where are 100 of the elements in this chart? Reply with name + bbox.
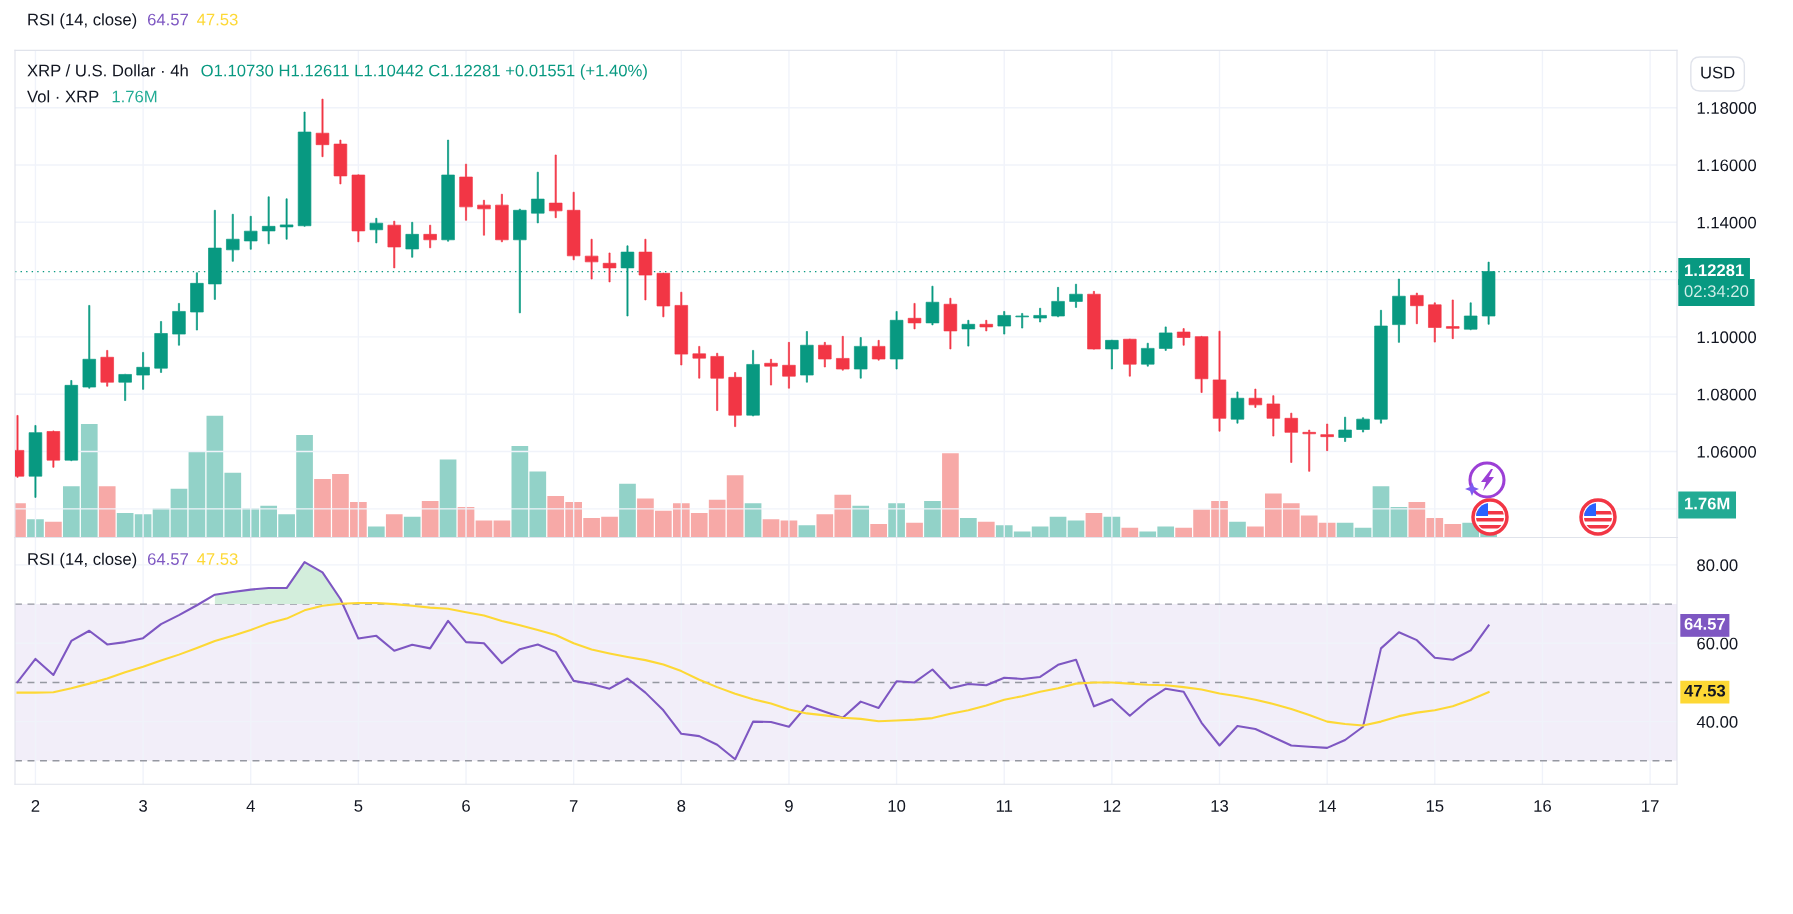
candlestick — [136, 352, 150, 390]
x-tick-label: 9 — [785, 800, 793, 812]
candlestick — [46, 430, 61, 468]
candlestick — [656, 272, 671, 318]
candlestick — [1374, 309, 1388, 424]
candlestick — [531, 171, 545, 224]
bar — [960, 517, 977, 538]
candlestick — [818, 342, 832, 368]
y-tick-label: 1.10000 — [1697, 331, 1757, 344]
candlestick — [261, 196, 276, 245]
y-tick-label: 1.08000 — [1697, 388, 1757, 401]
candlestick — [423, 224, 437, 249]
text: 64.57 — [1684, 618, 1725, 630]
candlestick — [566, 191, 581, 261]
x-tick-label: 16 — [1534, 800, 1551, 812]
x-tick-label: 12 — [1103, 800, 1121, 812]
x-tick-label: 4 — [246, 800, 255, 812]
candlestick — [1266, 395, 1281, 437]
x-tick-label: 5 — [354, 800, 363, 812]
text: O1.10730 H1.12611 L1.10442 C1.12281 +0.01551 (+1.40%) — [201, 64, 647, 80]
candlestick — [28, 425, 43, 498]
candlestick — [100, 350, 114, 387]
candlestick — [405, 221, 419, 258]
candlestick — [190, 272, 204, 331]
bar — [367, 526, 385, 538]
bar — [1049, 516, 1067, 538]
candlestick — [1428, 302, 1442, 343]
text: 47.53 — [197, 13, 238, 26]
candlestick — [1212, 330, 1227, 432]
y-tick-label: 1.16000 — [1697, 159, 1757, 172]
candlestick — [764, 358, 778, 386]
candlestick — [244, 215, 258, 250]
candlestick — [943, 297, 958, 350]
candlestick — [1392, 278, 1406, 343]
bar — [1085, 513, 1103, 538]
candlestick — [620, 245, 635, 317]
line-series — [16, 601, 1490, 727]
candlestick — [1248, 388, 1263, 408]
candlestick — [871, 340, 886, 361]
bar — [385, 514, 403, 538]
candlestick — [854, 337, 868, 379]
x-tick-label: 17 — [1642, 800, 1659, 812]
candlestick — [82, 305, 96, 389]
candlestick — [351, 174, 366, 243]
bar — [188, 452, 206, 538]
bar — [852, 505, 870, 538]
annotation: 47.53 — [197, 553, 238, 565]
candlestick — [369, 217, 384, 244]
text: USD — [1701, 66, 1735, 79]
candlestick — [64, 380, 79, 462]
text: 1.76M — [1685, 497, 1730, 510]
x-tick-label: 14 — [1319, 800, 1336, 812]
y-tick-label: 40.00 — [1696, 716, 1738, 728]
candlestick — [441, 139, 455, 242]
candlestick — [710, 352, 724, 411]
bar — [870, 524, 887, 538]
bar — [116, 513, 134, 538]
bar — [439, 459, 457, 538]
candlestick — [1481, 261, 1496, 325]
bar — [1336, 522, 1354, 538]
candlestick — [800, 331, 814, 383]
candlestick — [1230, 391, 1245, 424]
candlestick — [1194, 336, 1209, 393]
candlestick — [746, 350, 760, 417]
bar — [762, 519, 780, 538]
candlestick — [1033, 307, 1047, 323]
candlestick — [1176, 328, 1191, 346]
text: XRP / U.S. Dollar · 4h — [27, 64, 188, 77]
candlestick — [477, 199, 491, 236]
candlestick — [1320, 423, 1334, 452]
candlestick — [208, 209, 222, 300]
bar — [170, 488, 188, 538]
candlestick — [961, 319, 976, 347]
text: RSI (14, close) — [28, 13, 137, 29]
y-tick-label: 80.00 — [1697, 559, 1738, 572]
bar — [888, 503, 905, 538]
text: 64.57 — [147, 13, 188, 26]
bar — [744, 503, 762, 538]
bar — [403, 516, 421, 538]
candlestick — [1015, 313, 1029, 329]
y-tick-label: 60.00 — [1697, 637, 1738, 650]
candlestick — [1087, 291, 1101, 350]
candlestick — [297, 111, 312, 227]
text: RSI (14, close) — [28, 552, 137, 569]
candlestick — [889, 311, 904, 370]
candlestick — [118, 373, 132, 401]
candlestick — [1302, 429, 1316, 472]
candlestick — [226, 213, 240, 262]
bar — [798, 525, 816, 538]
y-tick-label: 1.06000 — [1697, 445, 1757, 458]
bar — [924, 500, 941, 538]
x-tick-label: 13 — [1211, 800, 1229, 812]
bar — [1229, 521, 1246, 538]
candlestick — [333, 139, 348, 185]
y-tick-label: 1.18000 — [1697, 102, 1757, 114]
candlestick — [728, 372, 742, 427]
x-tick-label: 2 — [31, 800, 40, 812]
annotation: 64.57 — [147, 553, 188, 565]
bar — [619, 483, 636, 538]
bar — [45, 521, 62, 538]
